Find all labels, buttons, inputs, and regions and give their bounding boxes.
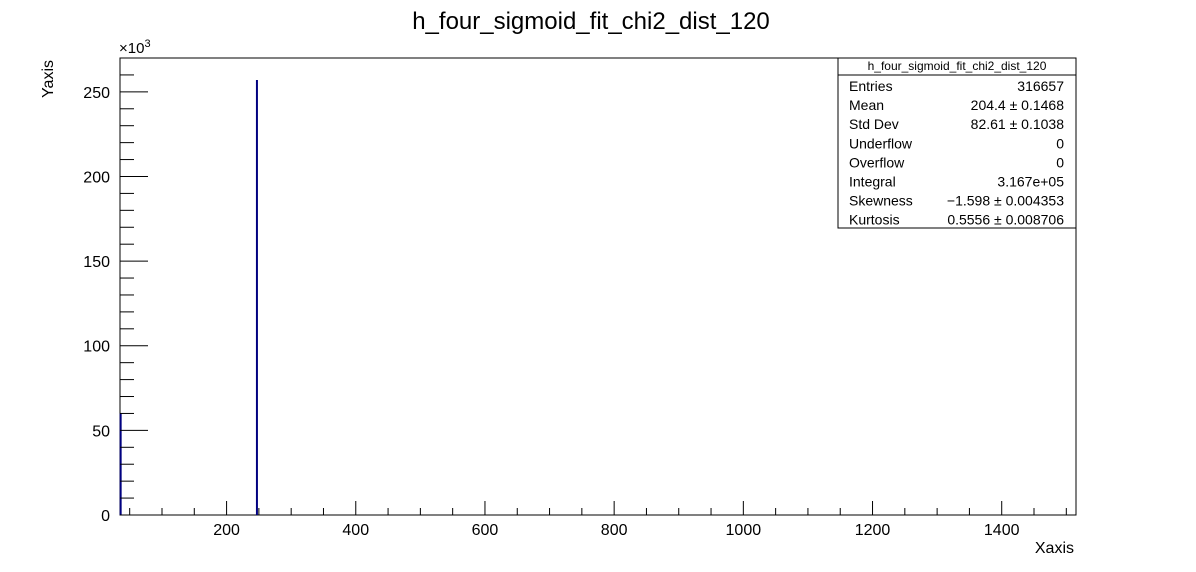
- stats-value: 3.167e+05: [997, 174, 1064, 190]
- y-tick-label: 150: [83, 254, 110, 271]
- stats-label: Skewness: [849, 193, 913, 209]
- stats-value: 0: [1056, 154, 1064, 170]
- stats-value: 0: [1056, 135, 1064, 151]
- x-tick-label: 1400: [984, 522, 1020, 539]
- x-tick-label: 1000: [726, 522, 762, 539]
- stats-label: Overflow: [849, 154, 905, 170]
- stats-rows: Entries 316657 Mean 204.4 ± 0.1468 Std Dev 82…: [849, 78, 1064, 228]
- y-tick-label: 200: [83, 169, 110, 186]
- y-tick-label: 100: [83, 339, 110, 356]
- chart-title: h_four_sigmoid_fit_chi2_dist_120: [412, 8, 770, 35]
- x-tick-label: 400: [342, 522, 369, 539]
- stats-value: 204.4 ± 0.1468: [971, 97, 1065, 113]
- x-axis-ticks: 200 400 600 800 1000 1200 1400: [129, 501, 1067, 539]
- x-tick-label: 200: [213, 522, 240, 539]
- stats-label: Underflow: [849, 135, 913, 151]
- stats-value: 316657: [1017, 78, 1064, 94]
- stats-label: Integral: [849, 174, 896, 190]
- stats-value: 0.5556 ± 0.008706: [947, 212, 1064, 228]
- y-tick-label: 250: [83, 85, 110, 102]
- x-axis-label: Xaxis: [1035, 540, 1074, 557]
- x-tick-label: 1200: [855, 522, 891, 539]
- x-tick-label: 600: [472, 522, 499, 539]
- y-axis-ticks: 0 50 100 150 200 250: [83, 74, 148, 525]
- stats-box-header: h_four_sigmoid_fit_chi2_dist_120: [868, 59, 1047, 73]
- y-tick-label: 0: [101, 508, 110, 525]
- plot-frame: [119, 57, 1077, 516]
- stats-label: Kurtosis: [849, 212, 900, 228]
- stats-value: 82.61 ± 0.1038: [971, 116, 1065, 132]
- y-axis-label: Yaxis: [40, 60, 57, 98]
- stats-label: Mean: [849, 97, 884, 113]
- x-tick-label: 800: [601, 522, 628, 539]
- y-tick-label: 50: [92, 423, 110, 440]
- stats-value: −1.598 ± 0.004353: [947, 193, 1064, 209]
- stats-label: Entries: [849, 78, 893, 94]
- stats-box-frame: [837, 57, 1077, 229]
- y-multiplier: ×103: [119, 38, 151, 57]
- stats-label: Std Dev: [849, 116, 899, 132]
- stats-box: h_four_sigmoid_fit_chi2_dist_120 Entries…: [837, 57, 1077, 229]
- y-multiplier-exponent: 3: [144, 38, 150, 50]
- bars-group: [119, 80, 258, 515]
